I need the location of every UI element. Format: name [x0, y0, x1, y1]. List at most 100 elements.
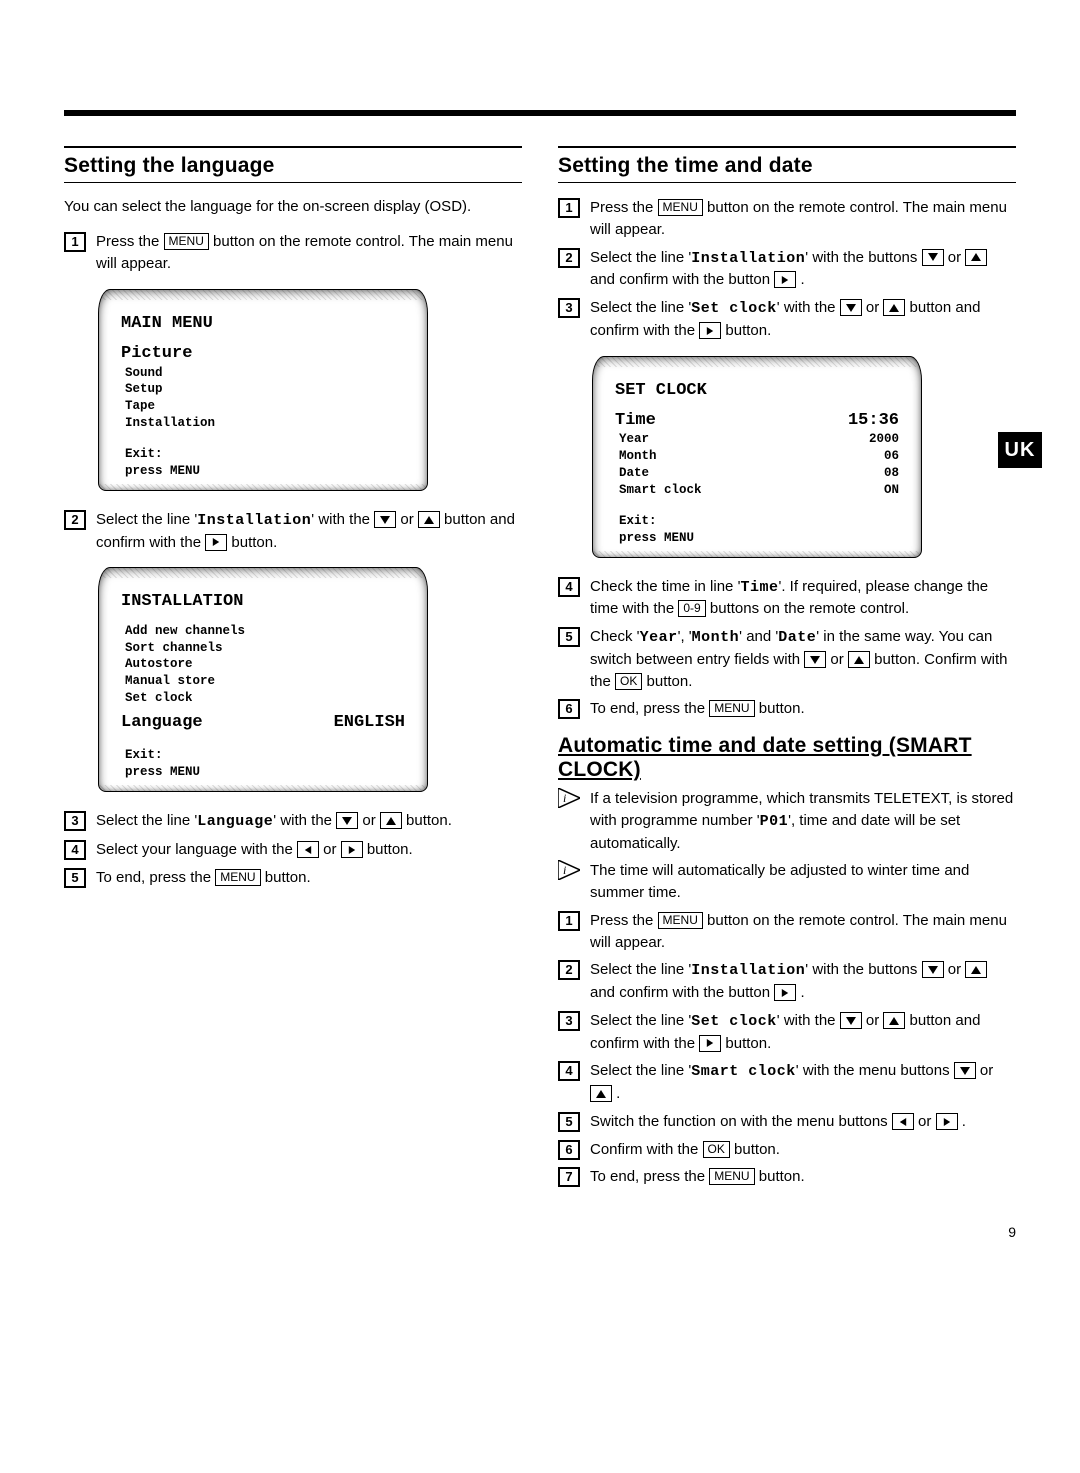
step-body: Select the line 'Installation' with the … — [590, 247, 1016, 292]
crt-row: Year2000 — [619, 431, 899, 448]
t: button. — [721, 322, 771, 339]
t: 08 — [884, 465, 899, 482]
t: To end, press the — [96, 869, 215, 886]
t: button. — [755, 1168, 805, 1185]
step-number: 4 — [558, 577, 580, 597]
t: . — [796, 271, 804, 288]
t: Exit: — [125, 446, 405, 463]
step-body: Press the MENU button on the remote cont… — [590, 910, 1016, 954]
t: Month — [692, 629, 740, 646]
right-key — [774, 271, 796, 288]
step-4b: 4 Select the line 'Smart clock' with the… — [558, 1060, 1016, 1105]
step-body: To end, press the MENU button. — [590, 1166, 1016, 1188]
t: or — [914, 1113, 936, 1130]
t: Select the line ' — [590, 961, 691, 978]
ok-key: OK — [703, 1141, 730, 1158]
right-column: Setting the time and date 1 Press the ME… — [558, 146, 1016, 1194]
step-1: 1 Press the MENU button on the remote co… — [558, 197, 1016, 241]
t: ' with the — [777, 299, 840, 316]
step-number: 4 — [558, 1061, 580, 1081]
crt-item: Setup — [125, 381, 405, 398]
page-number: 9 — [64, 1224, 1016, 1240]
t: Check the time in line ' — [590, 578, 740, 595]
crt-row: Smart clockON — [619, 482, 899, 499]
t: Time — [740, 579, 778, 596]
step-body: Switch the function on with the menu but… — [590, 1111, 1016, 1133]
t: Select the line ' — [96, 812, 197, 829]
step-body: Select the line 'Installation' with the … — [96, 509, 522, 554]
t: button. — [730, 1141, 780, 1158]
crt-footer: Exit: press MENU — [121, 446, 405, 480]
t: P01 — [760, 813, 789, 830]
right-key — [936, 1113, 958, 1130]
t: To end, press the — [590, 1168, 709, 1185]
t: Set clock — [691, 300, 777, 317]
left-column: Setting the language You can select the … — [64, 146, 522, 1194]
step-body: Select your language with the or button. — [96, 839, 522, 861]
t: Select the line ' — [590, 1062, 691, 1079]
t: or — [944, 961, 966, 978]
t: Exit: — [125, 747, 405, 764]
crt-set-clock: UK SET CLOCK Time15:36 Year2000 Month06 … — [592, 356, 922, 558]
step-4: 4 Select your language with the or butto… — [64, 839, 522, 861]
t: Year — [640, 629, 678, 646]
up-key — [380, 812, 402, 829]
info-icon: i — [558, 788, 580, 808]
down-key — [336, 812, 358, 829]
t: Check ' — [590, 628, 640, 645]
crt-item: Installation — [125, 415, 405, 432]
step-body: Select the line 'Set clock' with the or … — [590, 1010, 1016, 1055]
step-3b: 3 Select the line 'Set clock' with the o… — [558, 1010, 1016, 1055]
step-body: Check the time in line 'Time'. If requir… — [590, 576, 1016, 621]
step-6b: 6 Confirm with the OK button. — [558, 1139, 1016, 1161]
crt-footer: Exit: press MENU — [615, 513, 899, 547]
step-body: To end, press the MENU button. — [96, 867, 522, 889]
t: Installation — [197, 512, 311, 529]
crt-item: Manual store — [125, 673, 405, 690]
t: Press the — [96, 233, 164, 250]
crt-main-menu: MAIN MENU Picture Sound Setup Tape Insta… — [98, 289, 428, 491]
step-number: 6 — [558, 1140, 580, 1160]
down-key — [804, 651, 826, 668]
t: Smart clock — [619, 482, 702, 499]
step-5: 5 To end, press the MENU button. — [64, 867, 522, 889]
up-key — [965, 961, 987, 978]
t: or — [976, 1062, 994, 1079]
step-7b: 7 To end, press the MENU button. — [558, 1166, 1016, 1188]
step-number: 1 — [558, 911, 580, 931]
info-body: If a television programme, which transmi… — [590, 788, 1016, 854]
step-number: 6 — [558, 699, 580, 719]
step-number: 4 — [64, 840, 86, 860]
t: Set clock — [691, 1013, 777, 1030]
step-body: Select the line 'Installation' with the … — [590, 959, 1016, 1004]
t: ' with the — [311, 511, 374, 528]
t: Select your language with the — [96, 841, 297, 858]
step-2b: 2 Select the line 'Installation' with th… — [558, 959, 1016, 1004]
step-number: 7 — [558, 1167, 580, 1187]
step-5b: 5 Switch the function on with the menu b… — [558, 1111, 1016, 1133]
right-key — [699, 1035, 721, 1052]
crt-row: Time15:36 — [615, 411, 899, 431]
two-column-layout: Setting the language You can select the … — [64, 146, 1016, 1194]
t: . — [958, 1113, 966, 1130]
heading-smart-clock: Automatic time and date setting (SMART C… — [558, 734, 1016, 782]
t: or — [826, 651, 848, 668]
up-key — [590, 1085, 612, 1102]
intro-text: You can select the language for the on-s… — [64, 197, 522, 217]
t: Confirm with the — [590, 1141, 703, 1158]
t: or — [862, 299, 884, 316]
crt-screen: SET CLOCK Time15:36 Year2000 Month06 Dat… — [592, 356, 922, 558]
t: button. — [642, 673, 692, 690]
right-key — [205, 534, 227, 551]
step-body: Select the line 'Language' with the or b… — [96, 810, 522, 833]
t: ' with the buttons — [805, 249, 921, 266]
step-number: 3 — [558, 298, 580, 318]
down-key — [954, 1062, 976, 1079]
menu-key: MENU — [215, 869, 260, 886]
crt-screen: INSTALLATION Add new channels Sort chann… — [98, 567, 428, 792]
t: button. — [755, 700, 805, 717]
step-1b: 1 Press the MENU button on the remote co… — [558, 910, 1016, 954]
crt-item: Tape — [125, 398, 405, 415]
t: 15:36 — [848, 411, 899, 431]
t: button. — [402, 812, 452, 829]
